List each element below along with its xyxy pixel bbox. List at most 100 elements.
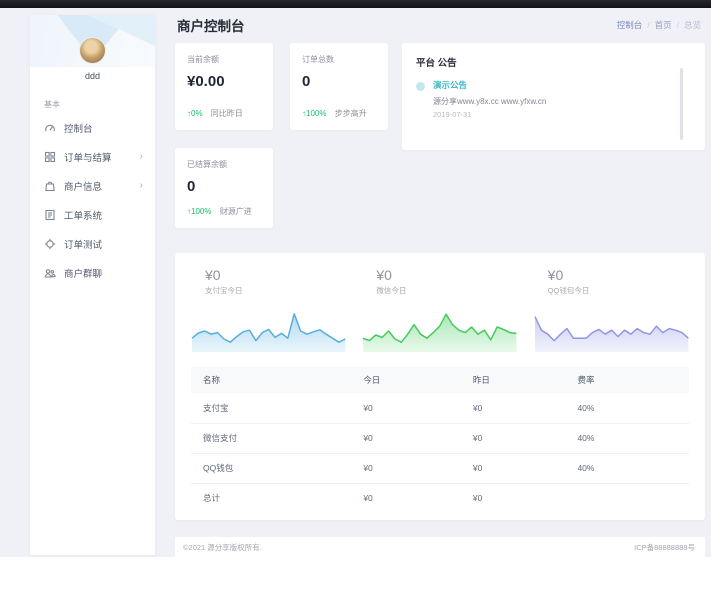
table-cell: 40% <box>569 453 689 484</box>
delta-value: 100% <box>191 207 212 216</box>
copyright-text: ©2021 源分享版权所有. <box>183 542 262 552</box>
sidebar-menu: 控制台 订单与结算 › 商户信息 › 工单系统 <box>30 113 155 287</box>
spark-header: ¥0 QQ钱包今日 <box>534 267 689 296</box>
table-cell: ¥0 <box>472 493 483 504</box>
announcement-item-text: 源分享www.y8x.cc www.yfxw.cn <box>433 97 547 106</box>
table-cell: ¥0 <box>363 493 373 504</box>
payments-overview-card: ¥0 支付宝今日 ¥0 微信今日 ¥0 QQ钱包今日 <box>175 253 705 520</box>
table-cell: ¥0 <box>464 423 570 454</box>
delta-up-indicator: ↑100% <box>187 207 211 216</box>
col-today: 今日 <box>355 367 465 393</box>
table-row: 微信支付 ¥0 ¥0 40% <box>191 423 689 454</box>
browser-top-bar <box>0 0 711 8</box>
table-cell: 微信支付 <box>191 423 356 454</box>
wechat-sparkline-chart <box>362 305 517 353</box>
up-arrow-icon: ↑ <box>302 109 306 118</box>
qq-wallet-today-label: QQ钱包今日 <box>547 286 590 295</box>
sidebar-item-dashboard[interactable]: 控制台 <box>30 113 155 142</box>
breadcrumb-console[interactable]: 控制台 <box>616 20 643 30</box>
table-row: 支付宝 ¥0 ¥0 40% <box>191 393 689 424</box>
sidebar-item-label: 商户信息 <box>64 181 103 193</box>
table-header-row: 名称 今日 昨日 费率 <box>191 367 689 393</box>
sidebar: ddd 基本 控制台 订单与结算 › 商户信息 › <box>30 15 155 555</box>
sidebar-item-label: 订单与结算 <box>64 152 112 164</box>
sidebar-item-order-test[interactable]: 订单测试 <box>30 229 155 258</box>
spark-header: ¥0 支付宝今日 <box>191 267 346 296</box>
chevron-right-icon: › <box>139 179 143 191</box>
table-cell: ¥0 <box>464 453 570 484</box>
table-cell: QQ钱包 <box>191 453 356 484</box>
announcement-item-title[interactable]: 演示公告 <box>433 80 468 90</box>
stat-label: 已结算余额 <box>187 160 227 169</box>
stat-delta: ↑100% 财源广进 <box>187 206 252 217</box>
delta-note: 财源广进 <box>219 207 252 216</box>
breadcrumb-separator: / <box>647 20 650 30</box>
sidebar-item-group-chat[interactable]: 商户群聊 <box>30 258 155 287</box>
stat-delta: ↑0% 同比昨日 <box>187 108 243 119</box>
table-cell <box>569 483 689 513</box>
announcement-title: 平台 公告 <box>416 58 457 69</box>
breadcrumb: 控制台 / 首页 / 总览 <box>617 19 701 31</box>
table-cell: ¥0 <box>355 453 465 484</box>
delta-value: 100% <box>306 109 327 118</box>
rates-table-wrap: 名称 今日 昨日 费率 支付宝 ¥0 ¥0 40% 微信支付 ¥0 ¥0 40% QQ钱包 ¥0 ¥… <box>191 367 689 513</box>
qq-wallet-today-panel: ¥0 QQ钱包今日 <box>533 267 689 353</box>
main-content: 商户控制台 控制台 / 首页 / 总览 当前余额 ¥0.00 ↑0% 同比昨日 … <box>165 15 705 560</box>
current-balance-card: 当前余额 ¥0.00 ↑0% 同比昨日 <box>175 43 273 130</box>
announcement-item-date: 2019-07-31 <box>433 110 472 119</box>
sidebar-item-label: 商户群聊 <box>64 268 103 280</box>
delta-up-indicator: ↑100% <box>302 109 326 118</box>
table-cell: ¥0 <box>355 393 465 424</box>
sidebar-item-label: 订单测试 <box>64 239 103 251</box>
delta-note: 同比昨日 <box>210 109 243 118</box>
col-yesterday: 昨日 <box>464 367 570 393</box>
wechat-today-panel: ¥0 微信今日 <box>362 267 517 353</box>
breadcrumb-home[interactable]: 首页 <box>654 20 672 30</box>
stat-label: 当前余额 <box>187 55 219 64</box>
stat-delta: ↑100% 步步高升 <box>302 108 367 119</box>
delta-note: 步步高升 <box>334 109 367 118</box>
announcement-scrollbar[interactable] <box>680 68 683 140</box>
table-cell: 40% <box>569 423 689 454</box>
merchant-info-icon <box>44 180 56 192</box>
stat-value: 0 <box>187 178 196 195</box>
stat-label: 订单总数 <box>302 55 334 64</box>
rates-table-head: 名称 今日 昨日 费率 <box>191 367 689 393</box>
table-cell: 支付宝 <box>191 393 356 424</box>
alipay-today-panel: ¥0 支付宝今日 <box>191 267 346 353</box>
stat-value: 0 <box>302 73 311 90</box>
sidebar-item-merchant-info[interactable]: 商户信息 › <box>30 171 155 200</box>
chevron-right-icon: › <box>139 150 143 162</box>
qq-wallet-sparkline-chart <box>533 305 689 353</box>
stat-value: ¥0.00 <box>187 73 225 90</box>
col-rate: 费率 <box>569 367 689 393</box>
order-test-icon <box>44 238 56 250</box>
total-orders-card: 订单总数 0 ↑100% 步步高升 <box>290 43 388 130</box>
announcement-bullet-icon <box>416 82 425 91</box>
page-title: 商户控制台 <box>177 19 245 34</box>
table-cell: 总计 <box>203 493 221 504</box>
alipay-today-value: ¥0 <box>205 267 221 283</box>
sidebar-item-ticket-system[interactable]: 工单系统 <box>30 200 155 229</box>
table-cell: ¥0 <box>355 423 465 454</box>
sidebar-item-label: 工单系统 <box>64 210 103 222</box>
orders-icon <box>44 151 56 163</box>
alipay-today-label: 支付宝今日 <box>205 286 243 295</box>
main-header: 商户控制台 控制台 / 首页 / 总览 <box>177 15 701 35</box>
table-row: 总计 ¥0 ¥0 <box>191 483 689 513</box>
table-cell: 40% <box>569 393 689 424</box>
wechat-today-label: 微信今日 <box>376 286 407 295</box>
footer: ©2021 源分享版权所有. ICP备88888888号 <box>175 537 705 557</box>
settled-balance-card: 已结算余额 0 ↑100% 财源广进 <box>175 148 273 228</box>
breadcrumb-overview: 总览 <box>683 20 701 30</box>
avatar <box>79 37 106 64</box>
ticket-icon <box>44 209 56 221</box>
up-arrow-icon: ↑ <box>187 207 191 216</box>
sidebar-item-orders-settlement[interactable]: 订单与结算 › <box>30 142 155 171</box>
sidebar-section-label: 基本 <box>44 100 60 109</box>
icp-number: ICP备88888888号 <box>634 542 695 552</box>
wechat-today-value: ¥0 <box>376 267 392 283</box>
rates-table-body: 支付宝 ¥0 ¥0 40% 微信支付 ¥0 ¥0 40% QQ钱包 ¥0 ¥0 40% 总计 ¥0 ¥0 <box>191 393 689 513</box>
breadcrumb-separator: / <box>676 20 679 30</box>
